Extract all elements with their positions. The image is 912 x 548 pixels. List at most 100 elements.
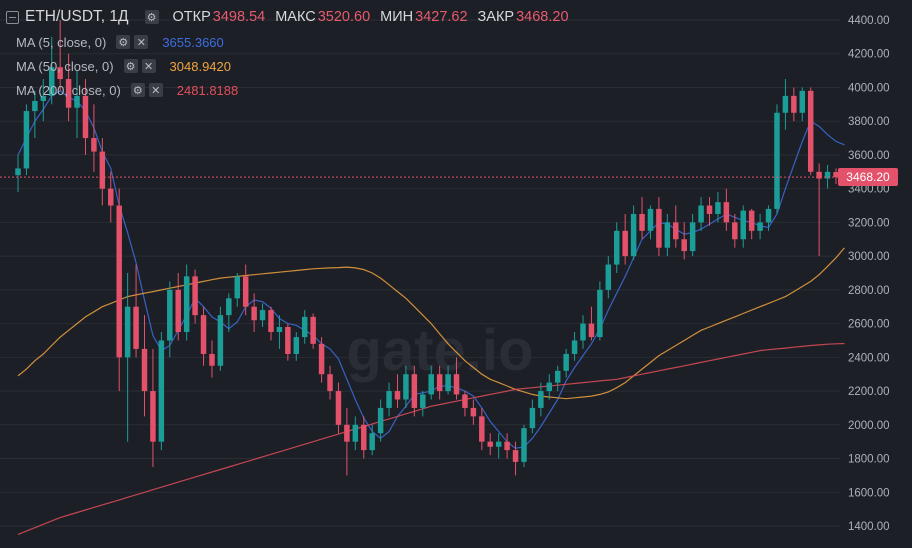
open-label: ОТКР xyxy=(172,9,211,25)
candle-body xyxy=(622,230,628,257)
candle xyxy=(580,315,586,349)
price-tick-label: 2400.00 xyxy=(848,352,890,364)
candle-body xyxy=(23,111,30,169)
candle-body xyxy=(479,416,485,442)
candle xyxy=(251,293,257,333)
candle-body xyxy=(580,323,586,341)
candle xyxy=(158,332,165,451)
close-icon[interactable]: ✕ xyxy=(148,83,163,97)
candle xyxy=(369,424,375,456)
candle xyxy=(673,205,679,248)
candle-body xyxy=(420,394,426,408)
candle xyxy=(614,222,620,273)
candle-body xyxy=(209,353,215,366)
candle-body xyxy=(65,79,72,108)
candle xyxy=(715,192,721,223)
candle-body xyxy=(403,374,409,400)
candle-body xyxy=(706,205,713,214)
candle-body xyxy=(647,208,654,231)
candle-body xyxy=(175,289,181,333)
candle-body xyxy=(15,168,21,176)
indicator-value: 3655.3660 xyxy=(162,34,224,50)
candle xyxy=(436,365,443,400)
candle-body xyxy=(217,315,224,366)
open-value: 3498.54 xyxy=(212,9,266,25)
candle-body xyxy=(91,138,97,152)
indicator-value: 3048.9420 xyxy=(169,58,231,74)
candle xyxy=(352,416,359,451)
candle xyxy=(344,407,350,476)
candle xyxy=(327,365,333,400)
candle xyxy=(824,165,831,189)
candle xyxy=(141,315,148,417)
candle-body xyxy=(141,348,148,392)
candle-body xyxy=(40,95,47,101)
price-tick-label: 3400.00 xyxy=(848,184,890,196)
indicator-value: 2481.8188 xyxy=(176,82,239,98)
candle xyxy=(647,205,654,240)
candle-body xyxy=(554,370,561,383)
candle-body xyxy=(167,289,173,341)
candle xyxy=(108,171,114,223)
indicator-ma200: MA (200, close, 0) ⚙ ✕ 2481.8188 xyxy=(6,78,569,102)
candle xyxy=(487,433,493,456)
candle xyxy=(799,87,806,122)
candle-body xyxy=(807,90,814,172)
close-label: ЗАКР xyxy=(477,9,515,25)
low-label: МИН xyxy=(380,9,414,25)
ma-line-1 xyxy=(17,247,845,400)
candle-body xyxy=(740,210,746,240)
candle xyxy=(521,424,527,467)
candle-body xyxy=(335,391,342,425)
settings-icon[interactable]: ⚙ xyxy=(144,10,159,24)
settings-icon[interactable]: ⚙ xyxy=(123,59,138,73)
candle xyxy=(65,53,72,122)
candle xyxy=(656,197,662,257)
candle xyxy=(150,348,156,467)
candle-body xyxy=(99,151,106,189)
ma-lines xyxy=(17,90,845,535)
settings-icon[interactable]: ⚙ xyxy=(130,83,145,97)
candle-body xyxy=(116,205,122,358)
candle-body xyxy=(226,298,232,316)
chart-legend: ETH/USDT, 1Д ⚙ ОТКР 3498.54 МАКС 3520.60… xyxy=(6,4,569,102)
candle-body xyxy=(276,326,283,333)
candle-body xyxy=(681,239,687,252)
candle xyxy=(597,281,603,341)
candle xyxy=(32,90,38,139)
candle-body xyxy=(504,441,510,451)
candle xyxy=(833,168,839,185)
symbol-title: ETH/USDT, 1Д xyxy=(25,8,129,25)
price-tick-label: 2800.00 xyxy=(848,285,890,297)
candle xyxy=(791,87,797,122)
candle xyxy=(386,382,392,417)
candle xyxy=(335,382,342,434)
candle-body xyxy=(108,188,114,206)
close-icon[interactable]: ✕ xyxy=(141,59,156,73)
candle xyxy=(782,79,789,130)
candle-body xyxy=(732,222,738,240)
candle-body xyxy=(597,289,603,338)
candle xyxy=(698,197,704,231)
candle-body xyxy=(538,391,544,408)
candle xyxy=(630,205,637,260)
candle xyxy=(48,36,55,105)
candle-body xyxy=(285,326,291,354)
candle xyxy=(293,332,300,361)
candle-body xyxy=(361,424,367,451)
price-axis[interactable]: 1400.00 1600.00 1800.00 2000.00 2200.00 2400.… xyxy=(848,15,890,533)
settings-icon[interactable]: ⚙ xyxy=(116,35,131,49)
candle-body xyxy=(436,374,443,392)
candle-body xyxy=(546,382,553,392)
candle-body xyxy=(74,95,80,108)
collapse-icon[interactable] xyxy=(6,10,19,24)
candle xyxy=(639,197,645,240)
candle-body xyxy=(782,95,789,113)
close-icon[interactable]: ✕ xyxy=(134,35,149,49)
candle xyxy=(546,374,553,400)
candle-body xyxy=(445,374,451,392)
price-tick-label: 1600.00 xyxy=(848,487,890,499)
high-label: МАКС xyxy=(275,9,316,25)
indicator-label: MA (200, close, 0) xyxy=(16,82,121,98)
